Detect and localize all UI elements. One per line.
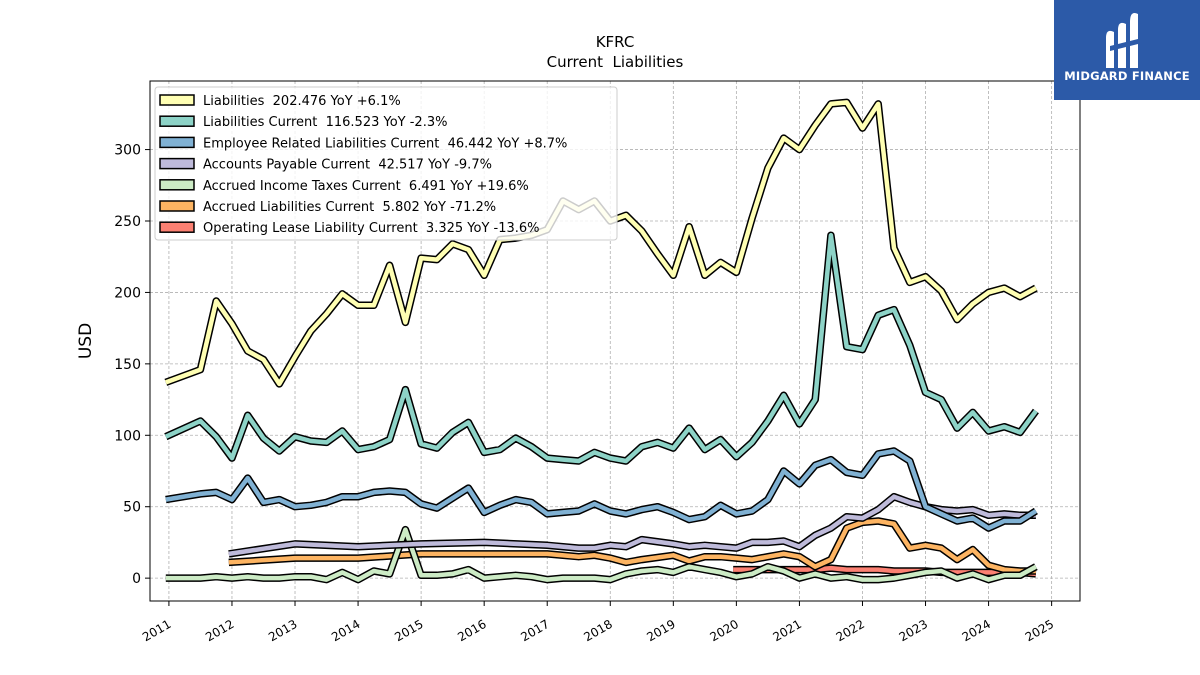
x-tick-label: 2024 [960, 617, 993, 644]
midgard-logo-icon [1106, 13, 1142, 68]
legend-swatch [159, 179, 195, 191]
chart-subtitle: Current Liabilities [547, 53, 684, 71]
x-tick-label: 2017 [518, 617, 551, 644]
legend-label: Accrued Liabilities Current 5.802 YoY -7… [203, 200, 496, 215]
x-tick-label: 2022 [834, 617, 867, 644]
series-line [228, 518, 1036, 574]
x-tick-label: 2025 [1023, 617, 1056, 644]
x-tick-label: 2020 [707, 617, 740, 644]
x-tick-label: 2023 [897, 617, 930, 644]
series-accrued-liabilities-current [228, 517, 1036, 575]
legend-label: Employee Related Liabilities Current 46.… [203, 136, 567, 151]
series-employee-related-liabilities-current [165, 447, 1038, 532]
legend-item: Liabilities 202.476 YoY +6.1% [159, 94, 401, 109]
y-tick-label: 50 [123, 500, 141, 516]
series-line [228, 494, 1036, 557]
series-line [164, 233, 1038, 464]
legend-item: Accrued Liabilities Current 5.802 YoY -7… [159, 200, 496, 215]
x-axis: 2011 2012 2013 2014 2015 2016 2017 2018 2019 2020… [140, 601, 1056, 644]
y-tick-label: 150 [114, 357, 141, 373]
y-axis-label: USD [76, 323, 96, 359]
series-line-outline [165, 447, 1038, 532]
legend-swatch [159, 200, 195, 212]
chart-title: KFRC [596, 33, 635, 51]
legend-item: Liabilities Current 116.523 YoY -2.3% [159, 115, 447, 130]
legend-swatch [159, 221, 195, 233]
legend-label: Accrued Income Taxes Current 6.491 YoY +… [203, 179, 529, 194]
x-tick-label: 2014 [329, 617, 362, 644]
y-axis: 0 50 100 150 200 250 300 [114, 143, 150, 587]
y-tick-label: 200 [114, 285, 141, 301]
x-tick-label: 2012 [203, 617, 236, 644]
brand-logo: MIDGARD FINANCE [1054, 0, 1200, 100]
series-line [165, 448, 1038, 531]
legend-swatch [159, 157, 195, 170]
y-tick-label: 250 [114, 214, 141, 230]
legend-item: Accounts Payable Current 42.517 YoY -9.7… [159, 157, 492, 173]
x-tick-label: 2015 [392, 617, 425, 644]
x-tick-label: 2018 [581, 617, 614, 644]
legend-swatch [159, 94, 195, 106]
legend-label: Liabilities Current 116.523 YoY -2.3% [203, 115, 447, 130]
series-accounts-payable-current [228, 492, 1036, 558]
series-line [165, 527, 1037, 582]
x-tick-label: 2021 [771, 617, 804, 644]
legend-label: Liabilities 202.476 YoY +6.1% [203, 94, 401, 109]
legend-box [154, 86, 618, 241]
plot-frame [149, 80, 1081, 602]
x-tick-label: 2013 [266, 617, 299, 644]
series-liabilities-current [164, 231, 1039, 465]
legend-label: Accounts Payable Current 42.517 YoY -9.7… [203, 158, 492, 173]
x-tick-label: 2019 [644, 617, 677, 644]
legend-item: Employee Related Liabilities Current 46.… [159, 136, 567, 151]
x-tick-label: 2016 [455, 617, 488, 644]
y-tick-label: 300 [114, 143, 141, 159]
x-tick-label: 2011 [140, 617, 173, 644]
legend-item: Operating Lease Liability Current 3.325 … [159, 221, 540, 236]
y-tick-label: 0 [132, 571, 141, 587]
legend-item: Accrued Income Taxes Current 6.491 YoY +… [159, 179, 529, 194]
legend-swatch [159, 115, 195, 127]
brand-logo-text: MIDGARD FINANCE [1064, 69, 1190, 83]
series-accrued-income-taxes-current [165, 525, 1038, 584]
y-tick-label: 100 [114, 428, 141, 444]
legend-swatch [159, 136, 195, 149]
legend-label: Operating Lease Liability Current 3.325 … [203, 221, 540, 236]
legend: Liabilities 202.476 YoY +6.1% Liabilities… [154, 86, 618, 241]
